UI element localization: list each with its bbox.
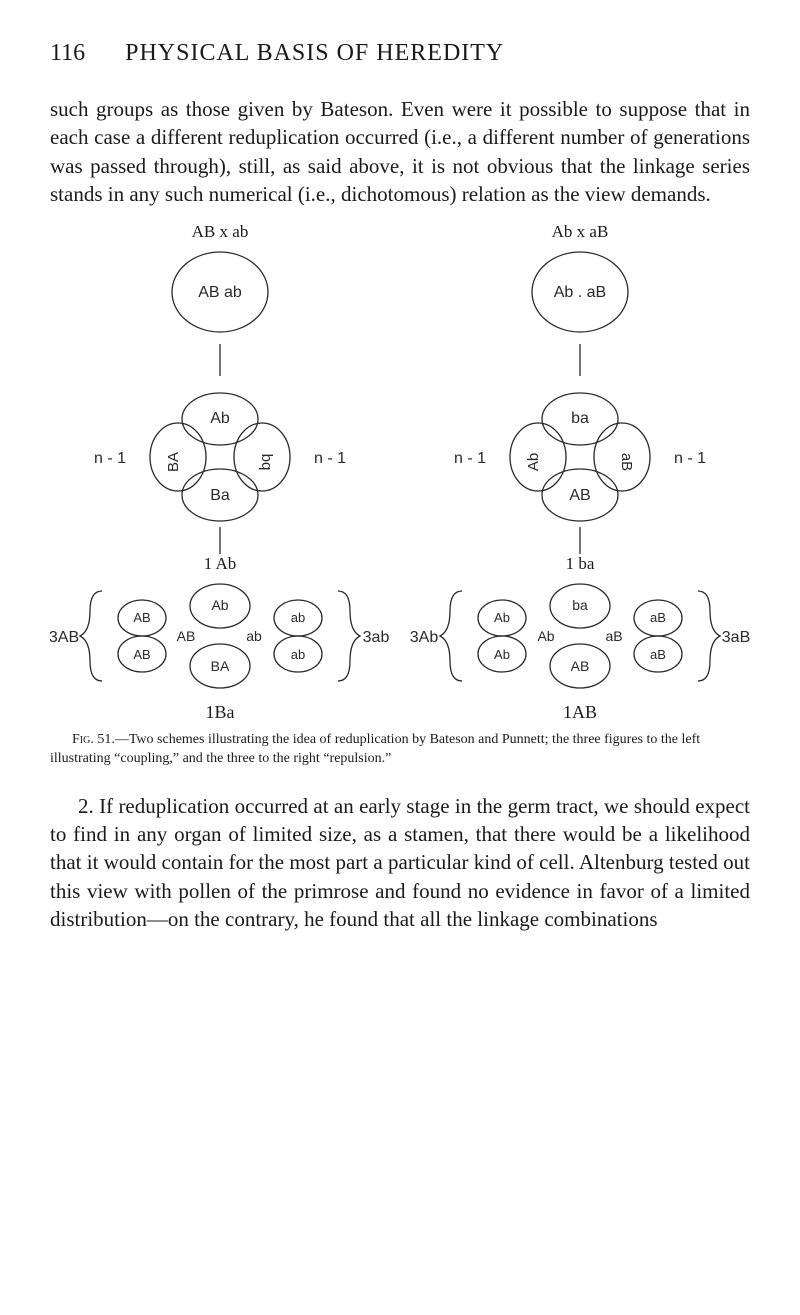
label-1ab: 1 Ab — [204, 554, 237, 574]
page-number: 116 — [50, 40, 85, 67]
svg-text:aB: aB — [618, 453, 635, 471]
cluster-right: ba AB Ab aB n - 1 n - 1 — [450, 379, 710, 554]
paragraph-2: 2. If reduplication occurred at an early… — [50, 792, 750, 934]
svg-text:BA: BA — [211, 658, 230, 674]
cluster-left: Ab Ba BA bq n - 1 n - 1 — [90, 379, 350, 554]
svg-text:n - 1: n - 1 — [314, 450, 346, 467]
svg-text:aB: aB — [650, 647, 666, 662]
svg-text:Ab: Ab — [525, 453, 542, 471]
fig-left-bot: 1 Ab 3AB 3ab — [50, 554, 390, 723]
svg-text:Ab: Ab — [494, 647, 510, 662]
chain-left: 3AB 3ab AB ab — [50, 576, 390, 696]
circle-right-top: Ab . aB — [510, 244, 650, 379]
caption-lead: Fig. 51.— — [72, 732, 129, 747]
page-title: PHYSICAL BASIS OF HEREDITY — [125, 40, 504, 67]
fig-left-mid: Ab Ba BA bq n - 1 n - 1 — [50, 379, 390, 554]
svg-text:ba: ba — [571, 410, 589, 427]
running-header: 116 PHYSICAL BASIS OF HEREDITY — [50, 40, 750, 67]
figure-row-3: 1 Ab 3AB 3ab — [50, 554, 750, 723]
page: 116 PHYSICAL BASIS OF HEREDITY such grou… — [0, 0, 800, 973]
svg-text:n - 1: n - 1 — [454, 450, 486, 467]
fig-right-mid: ba AB Ab aB n - 1 n - 1 — [410, 379, 750, 554]
svg-text:aB: aB — [650, 610, 666, 625]
fig-right-bot: 1 ba 3Ab 3aB Ab aB ba — [410, 554, 750, 723]
label-1ba: 1Ba — [206, 702, 235, 723]
label-abxab-r: Ab x aB — [552, 222, 609, 242]
chain-right: 3Ab 3aB Ab aB ba AB Ab Ab — [410, 576, 750, 696]
svg-text:Ab: Ab — [494, 610, 510, 625]
fig-right-top: Ab x aB Ab . aB — [410, 222, 750, 379]
label-ab-ab-r: Ab . aB — [554, 284, 606, 301]
svg-text:3aB: 3aB — [722, 629, 750, 646]
svg-text:ab: ab — [291, 647, 305, 662]
svg-text:AB: AB — [571, 658, 590, 674]
svg-text:Ab: Ab — [537, 628, 554, 644]
svg-text:ab: ab — [291, 610, 305, 625]
paragraph-1: such groups as those given by Bateson. E… — [50, 95, 750, 208]
svg-text:3Ab: 3Ab — [410, 629, 438, 646]
circle-left-top: AB ab — [150, 244, 290, 379]
caption-text: Two schemes illustrating the idea of red… — [50, 732, 700, 765]
svg-text:aB: aB — [605, 628, 622, 644]
svg-text:ab: ab — [246, 628, 262, 644]
svg-text:Ab: Ab — [210, 410, 230, 427]
svg-text:AB: AB — [569, 487, 590, 504]
label-ab-ab: AB ab — [198, 284, 242, 301]
svg-text:bq: bq — [258, 454, 275, 471]
svg-text:Ba: Ba — [210, 487, 230, 504]
svg-text:AB: AB — [133, 610, 150, 625]
label-1ba-r: 1 ba — [566, 554, 595, 574]
svg-text:Ab: Ab — [211, 597, 228, 613]
svg-text:BA: BA — [165, 452, 182, 472]
fig-left-top: AB x ab AB ab — [50, 222, 390, 379]
figure-caption: Fig. 51.—Two schemes illustrating the id… — [50, 731, 750, 767]
svg-text:AB: AB — [177, 628, 196, 644]
svg-text:3ab: 3ab — [363, 629, 390, 646]
figure-row-1: AB x ab AB ab Ab x aB Ab . aB — [50, 222, 750, 379]
label-abxab: AB x ab — [192, 222, 249, 242]
svg-text:AB: AB — [133, 647, 150, 662]
svg-text:n - 1: n - 1 — [674, 450, 706, 467]
svg-text:ba: ba — [572, 597, 588, 613]
figure-row-2: Ab Ba BA bq n - 1 n - 1 — [50, 379, 750, 554]
svg-text:n - 1: n - 1 — [94, 450, 126, 467]
svg-text:3AB: 3AB — [50, 629, 79, 646]
figure-51: AB x ab AB ab Ab x aB Ab . aB — [50, 222, 750, 723]
label-1ab-r: 1AB — [563, 702, 597, 723]
